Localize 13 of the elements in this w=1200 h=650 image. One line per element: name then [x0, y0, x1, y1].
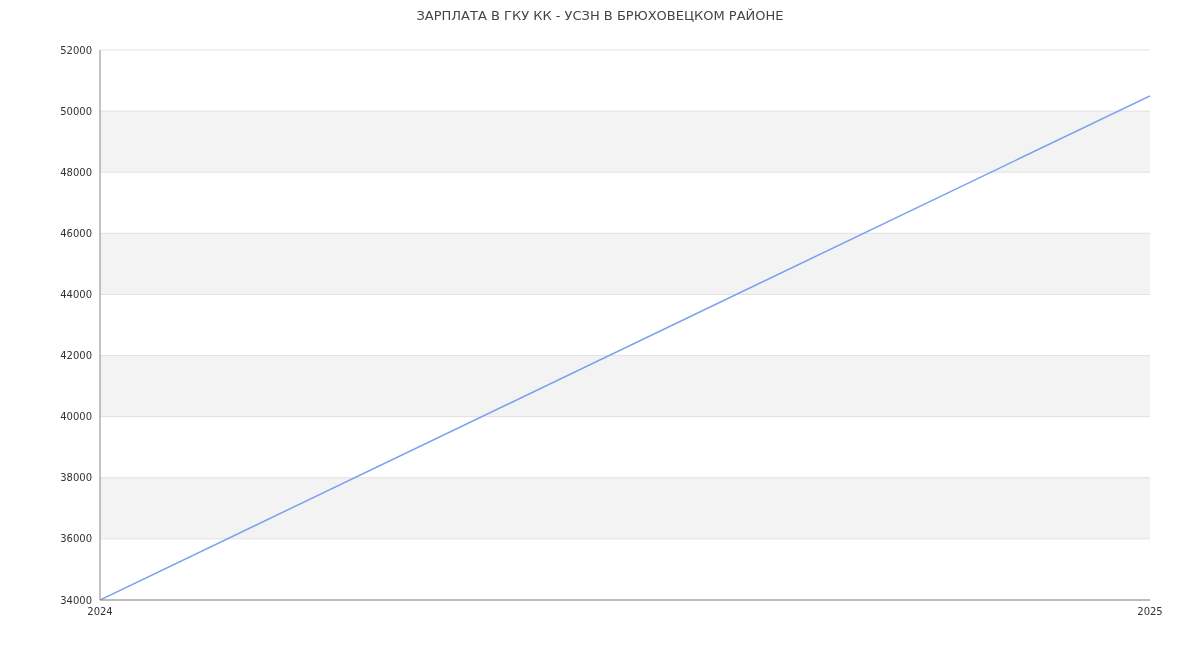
- y-tick-label: 52000: [60, 44, 92, 56]
- y-tick-label: 44000: [60, 288, 92, 300]
- y-tick-label: 36000: [60, 533, 92, 545]
- y-tick-label: 34000: [60, 594, 92, 606]
- y-tick-label: 38000: [60, 472, 92, 484]
- x-tick-label: 2024: [87, 606, 113, 618]
- x-tick-label: 2025: [1137, 606, 1163, 618]
- y-tick-label: 40000: [60, 411, 92, 423]
- chart-title: ЗАРПЛАТА В ГКУ КК - УСЗН В БРЮХОВЕЦКОМ РАЙОНЕ: [415, 8, 785, 23]
- y-tick-label: 42000: [60, 350, 92, 362]
- y-tick-label: 46000: [60, 227, 92, 239]
- y-tick-label: 50000: [60, 105, 92, 117]
- y-tick-label: 48000: [60, 166, 92, 178]
